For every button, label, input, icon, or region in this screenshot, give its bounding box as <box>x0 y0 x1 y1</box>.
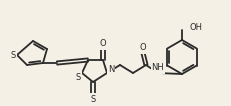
Text: OH: OH <box>189 22 202 31</box>
Text: S: S <box>75 73 81 82</box>
Text: NH: NH <box>152 63 164 73</box>
Text: N: N <box>108 66 114 75</box>
Text: O: O <box>100 40 106 49</box>
Text: O: O <box>140 43 146 52</box>
Text: S: S <box>10 50 16 59</box>
Text: S: S <box>90 95 96 103</box>
